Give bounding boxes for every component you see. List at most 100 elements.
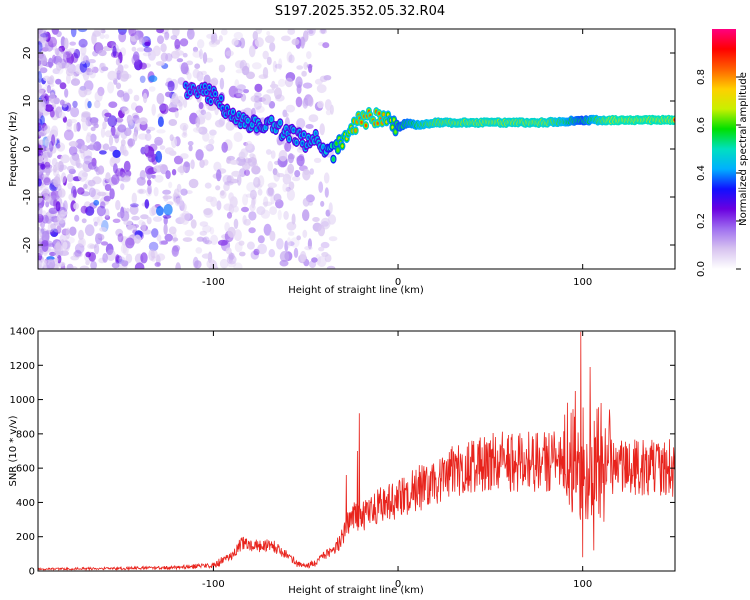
spectrogram-cell bbox=[80, 117, 87, 123]
spectrogram-cell bbox=[115, 199, 121, 211]
spectrogram-cell bbox=[295, 76, 303, 88]
spectrogram-cell bbox=[87, 59, 96, 64]
snr-frame bbox=[37, 330, 676, 572]
spectrogram-cell bbox=[308, 114, 319, 123]
spectrogram-cell bbox=[118, 31, 127, 43]
spectrogram-cell bbox=[196, 93, 199, 97]
spectrogram-cell bbox=[265, 35, 275, 44]
spectrogram-cell bbox=[44, 161, 51, 169]
spectrogram-cell bbox=[87, 162, 97, 170]
spectrogram-cell bbox=[278, 78, 286, 87]
spectrogram-cell bbox=[51, 102, 57, 108]
spectrogram-cell bbox=[179, 38, 189, 47]
spectrogram-cell bbox=[153, 165, 163, 173]
spectrogram-cell bbox=[96, 205, 106, 217]
spectrogram-cell bbox=[394, 130, 397, 134]
spectrogram-cell bbox=[316, 84, 327, 94]
spectrogram-cell bbox=[248, 227, 256, 234]
spectrogram-cell bbox=[341, 144, 344, 148]
spectrogram-cell bbox=[248, 45, 256, 58]
spectrogram-cell bbox=[198, 102, 204, 110]
spectrogram-cell bbox=[248, 211, 257, 221]
spectrogram-cell bbox=[277, 209, 282, 221]
spectrogram-cell bbox=[122, 92, 130, 102]
spectrogram-cell bbox=[190, 219, 197, 229]
spectrogram-cell bbox=[132, 51, 140, 62]
spectrogram-cell bbox=[57, 214, 66, 224]
spectrogram-cell bbox=[156, 29, 164, 34]
spectrogram-cell bbox=[296, 155, 305, 167]
spectrogram-cell bbox=[152, 216, 163, 222]
spectrogram-cell bbox=[55, 201, 61, 212]
spectrogram-cell bbox=[179, 213, 185, 224]
spectrogram-cell bbox=[55, 78, 62, 85]
spectrogram-cell bbox=[96, 215, 103, 226]
spectrogram-cell bbox=[60, 154, 70, 164]
spectrogram-cell bbox=[59, 82, 67, 90]
spectrogram-cell bbox=[376, 121, 379, 125]
spectrogram-cell bbox=[317, 224, 325, 237]
spectrogram-cell bbox=[154, 262, 161, 267]
spectrogram-cell bbox=[195, 149, 204, 161]
spectrogram-cell bbox=[272, 168, 278, 176]
spectrogram-cell bbox=[278, 58, 283, 70]
spectrogram-cell bbox=[162, 195, 173, 200]
spectrogram-cell bbox=[174, 110, 179, 119]
spectrogram-cell bbox=[51, 195, 57, 201]
spectrogram-cell bbox=[237, 113, 240, 117]
spectrogram-cell bbox=[169, 134, 174, 142]
spectrogram-cell bbox=[162, 214, 172, 219]
spectrogram-cell bbox=[194, 63, 201, 69]
spectrogram-cell bbox=[38, 178, 42, 187]
spectrogram-cell bbox=[44, 196, 52, 203]
spectrogram-cell bbox=[239, 251, 246, 257]
spectrogram-cell bbox=[332, 157, 335, 161]
spectrogram-cell bbox=[72, 189, 77, 198]
spectrogram-cell bbox=[257, 243, 267, 255]
spectrogram-cell bbox=[233, 229, 242, 242]
spectrogram-cell bbox=[111, 174, 120, 185]
spectrogram-cell bbox=[317, 100, 324, 109]
spectrogram-cell bbox=[103, 195, 111, 202]
spectrogram-cell bbox=[147, 179, 152, 186]
spectrogram-cell bbox=[41, 240, 49, 247]
spectrogram-cell bbox=[141, 221, 147, 232]
spectrogram-cell bbox=[70, 106, 80, 118]
spectrogram-cell bbox=[104, 184, 112, 191]
spectrogram-cell bbox=[38, 132, 45, 137]
spectrogram-cell bbox=[285, 104, 296, 113]
spectrogram-cell bbox=[165, 91, 172, 98]
spectrogram-cell bbox=[168, 119, 178, 126]
spectrogram-cell bbox=[54, 48, 60, 56]
spectrogram-cell bbox=[135, 105, 144, 114]
spectrogram-cell bbox=[52, 224, 62, 233]
spectrogram-cell bbox=[265, 149, 272, 155]
snr-background bbox=[38, 331, 675, 571]
spectrogram-cell bbox=[67, 182, 74, 190]
colorbar-tick-label: 0.4 bbox=[696, 165, 707, 181]
spectrogram-cell bbox=[205, 143, 214, 152]
spectrogram-cell bbox=[354, 129, 357, 133]
spectrogram-cell bbox=[282, 173, 292, 185]
spectrogram-cell bbox=[263, 223, 272, 236]
spectrogram-cell bbox=[312, 217, 320, 222]
spectrogram-cell bbox=[127, 138, 135, 147]
spectrogram-cell bbox=[255, 127, 258, 131]
spectrogram-cell bbox=[182, 52, 188, 58]
spectrogram-cell bbox=[38, 125, 43, 132]
spectrogram-cell bbox=[70, 78, 81, 86]
spectrogram-cell bbox=[66, 165, 75, 172]
colorbar-ticks: 0.0 0.2 0.4 0.6 0.8 bbox=[696, 69, 741, 277]
spectrogram-cell bbox=[107, 81, 115, 94]
spectrogram-cell bbox=[93, 221, 98, 227]
spectrogram-cell bbox=[73, 48, 81, 59]
spectrogram-cell bbox=[136, 47, 146, 52]
spectrogram-cell bbox=[225, 50, 234, 57]
spectrogram-cell bbox=[200, 109, 206, 115]
spectrogram-cell bbox=[56, 142, 66, 152]
spectrogram-cell bbox=[228, 192, 235, 202]
spectrogram-cell bbox=[138, 37, 144, 45]
spectrogram-cell bbox=[159, 145, 166, 151]
spectrogram-cell bbox=[38, 41, 43, 53]
